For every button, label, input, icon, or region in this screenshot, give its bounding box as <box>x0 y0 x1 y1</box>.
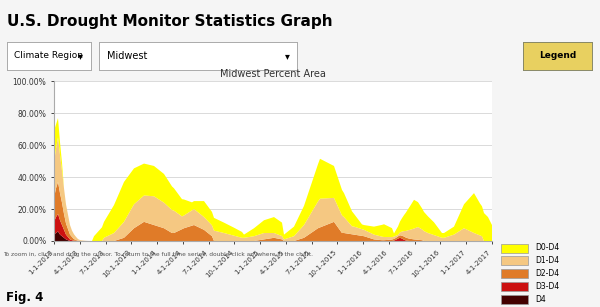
Text: U.S. Drought Monitor Statistics Graph: U.S. Drought Monitor Statistics Graph <box>7 14 333 29</box>
Text: To zoom in, click and drag the cursor. To return to the full time series, double: To zoom in, click and drag the cursor. T… <box>3 252 313 257</box>
Text: ▾: ▾ <box>284 51 290 60</box>
Text: Legend: Legend <box>539 51 577 60</box>
Text: Climate Region: Climate Region <box>14 51 83 60</box>
FancyBboxPatch shape <box>501 282 528 291</box>
Text: D1-D4: D1-D4 <box>536 256 560 265</box>
Text: D2-D4: D2-D4 <box>536 269 560 278</box>
Text: Midwest: Midwest <box>107 51 147 60</box>
Text: Fig. 4: Fig. 4 <box>6 291 43 304</box>
Title: Midwest Percent Area: Midwest Percent Area <box>220 69 326 79</box>
Text: D0-D4: D0-D4 <box>536 243 560 252</box>
Text: D3-D4: D3-D4 <box>536 282 560 291</box>
FancyBboxPatch shape <box>501 256 528 266</box>
FancyBboxPatch shape <box>501 243 528 253</box>
FancyBboxPatch shape <box>501 269 528 278</box>
Text: D4: D4 <box>536 294 547 304</box>
FancyBboxPatch shape <box>501 295 528 304</box>
Text: ▾: ▾ <box>78 51 83 60</box>
